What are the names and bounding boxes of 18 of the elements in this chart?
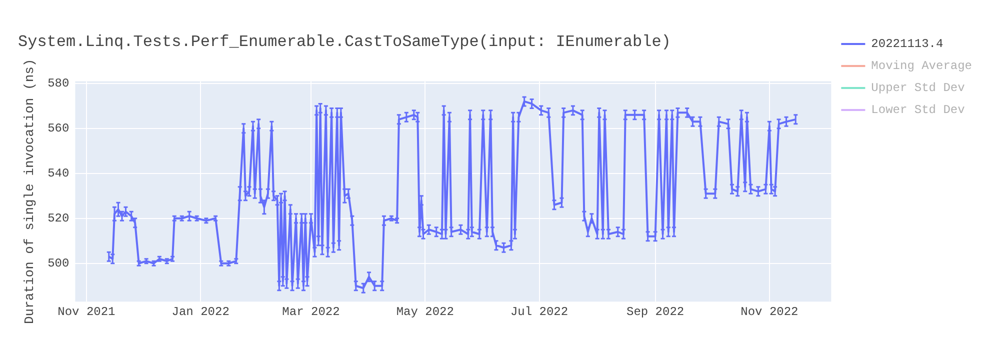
y-axis-title: Duration of single invocation (ns)	[22, 58, 38, 324]
x-tick-label: Jul 2022	[510, 304, 568, 319]
legend-label: 20221113.4	[871, 37, 944, 52]
y-tick-label: 560	[48, 122, 70, 136]
x-tick-label: Mar 2022	[282, 304, 340, 319]
chart-title: System.Linq.Tests.Perf_Enumerable.CastToSameType(input: IEnumerable)	[18, 32, 671, 51]
legend-label: Upper Std Dev	[871, 81, 965, 96]
x-tick-label: Jan 2022	[172, 304, 230, 319]
y-tick-label: 520	[48, 212, 70, 226]
legend-label: Lower Std Dev	[871, 103, 965, 118]
legend-label: Moving Average	[871, 59, 972, 74]
y-tick-label: 540	[48, 166, 70, 181]
x-tick-label: Nov 2022	[740, 304, 798, 319]
x-tick-label: Sep 2022	[626, 304, 684, 319]
x-tick-label: May 2022	[396, 304, 454, 319]
y-tick-label: 500	[48, 256, 70, 271]
x-tick-label: Nov 2021	[58, 304, 116, 319]
y-tick-label: 580	[48, 76, 70, 91]
